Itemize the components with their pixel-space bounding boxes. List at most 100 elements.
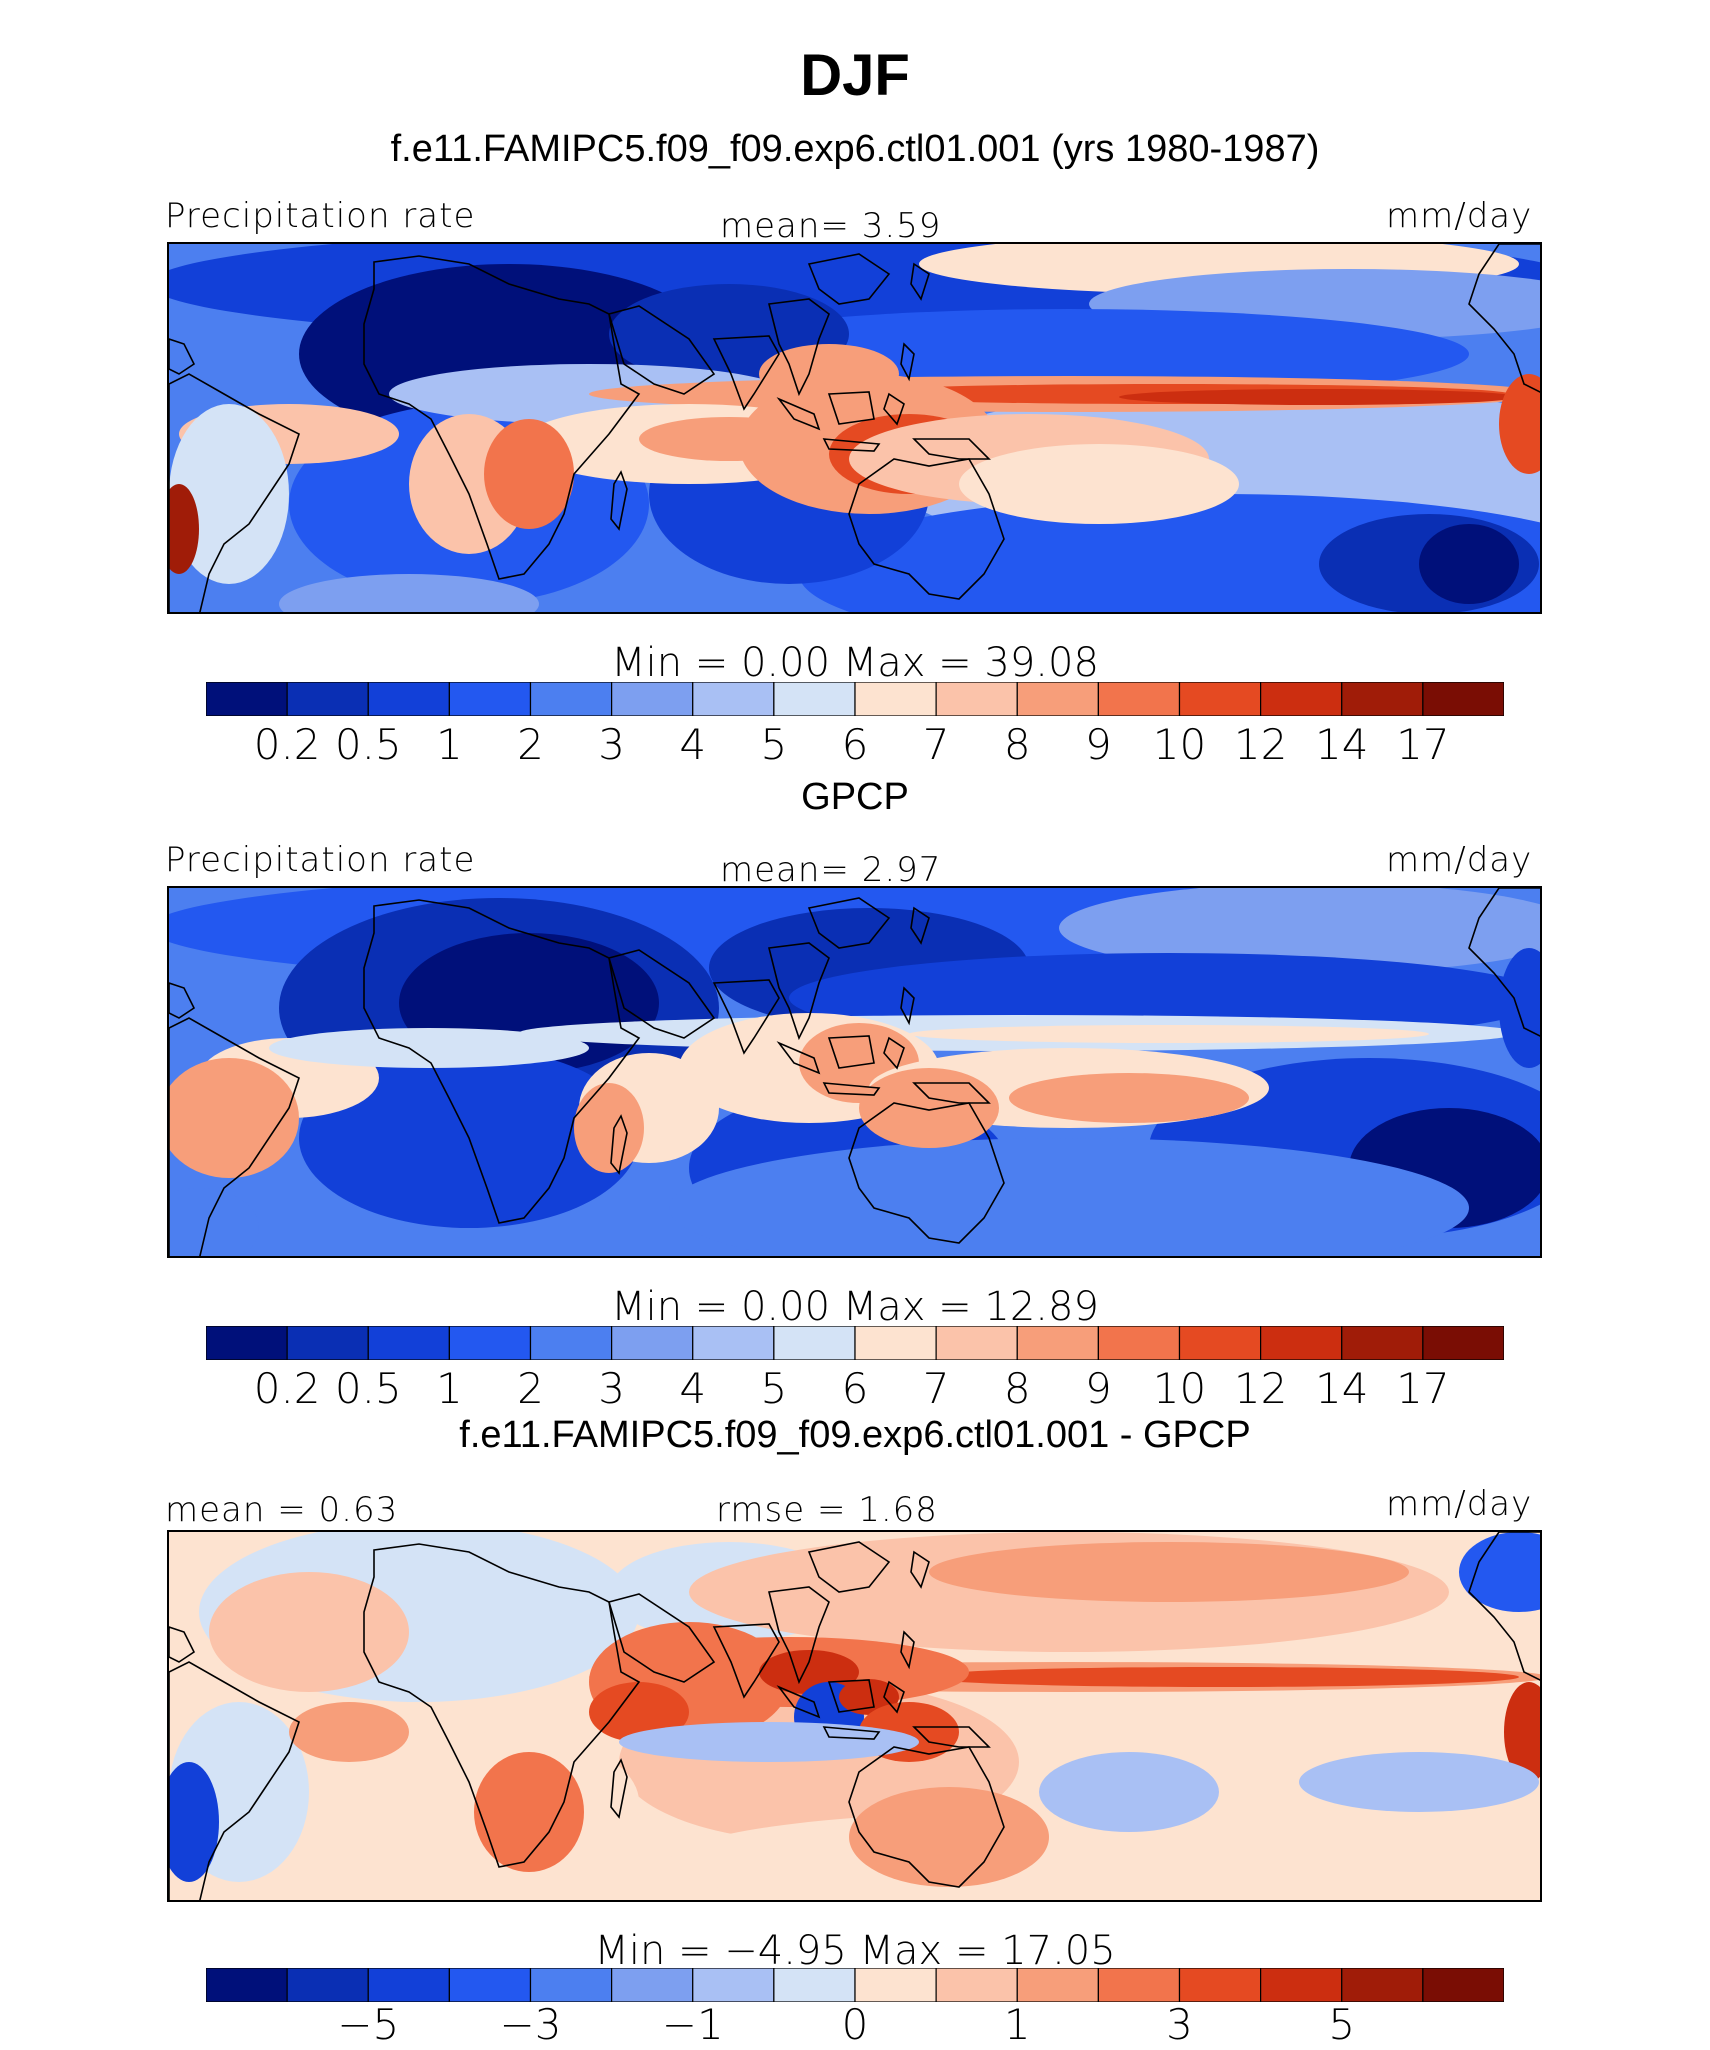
- colorbar-tick-label: 6: [841, 1364, 869, 1413]
- colorbar-tick-label: 7: [922, 1364, 950, 1413]
- coastline: [776, 397, 821, 431]
- colorbar-box-10: [935, 1326, 1018, 1360]
- colorbar-tick-label: 9: [1085, 720, 1112, 769]
- contour-region: [1459, 1532, 1540, 1612]
- coastline: [900, 1630, 915, 1670]
- colorbar-box-12: [1097, 1326, 1181, 1360]
- coastline: [912, 1726, 991, 1748]
- colorbar-box-8: [773, 682, 856, 716]
- panel-3-subtitle: f.e11.FAMIPC5.f09_f09.exp6.ctl01.001 - G…: [459, 1414, 1251, 1456]
- colorbar-tick-label: 0.2: [253, 720, 321, 769]
- colorbar-box-15: [1341, 682, 1424, 716]
- panel-2-map: [167, 886, 1542, 1258]
- panel-2-contour-field: [169, 888, 1540, 1256]
- coastline: [822, 1082, 881, 1096]
- colorbar-box-14: [1260, 682, 1343, 716]
- colorbar-box-14: [1260, 1326, 1343, 1360]
- coastline: [912, 1082, 991, 1104]
- coastline: [848, 1102, 1005, 1244]
- panel-1-colorbar-ticks: 0.2 0.5 1 2 3 4 5 6 7 8 9 10 12 14 17: [0, 720, 1710, 770]
- coastline: [169, 338, 196, 375]
- colorbar-box-13: [1178, 1968, 1262, 2002]
- colorbar-tick-label: 1: [436, 1364, 463, 1413]
- panel-1-contour-field: [169, 244, 1540, 612]
- colorbar-box-12: [1097, 1968, 1181, 2002]
- panel-1-minmax: Min = 0.00 Max = 39.08: [611, 640, 1099, 686]
- coastline: [610, 1114, 628, 1175]
- colorbar-box-9: [854, 1968, 937, 2002]
- colorbar-box-9: [854, 682, 937, 716]
- panel-1-colorbar: [206, 682, 1504, 716]
- colorbar-box-1: [206, 1968, 288, 2002]
- colorbar-box-3: [367, 1326, 450, 1360]
- coastline: [169, 373, 300, 612]
- contour-region: [859, 1068, 999, 1148]
- contour-region: [1299, 1752, 1539, 1812]
- coastline: [910, 1550, 930, 1589]
- colorbar-box-3: [367, 682, 450, 716]
- colorbar-box-13: [1178, 682, 1262, 716]
- coastline: [827, 1679, 875, 1713]
- coastline: [910, 262, 930, 301]
- colorbar-box-6: [611, 682, 694, 716]
- colorbar-box-15: [1341, 1968, 1424, 2002]
- coastline: [827, 391, 875, 425]
- contour-region: [169, 1058, 299, 1178]
- coastline: [883, 1036, 905, 1070]
- coastline: [607, 949, 716, 1039]
- colorbar-box-5: [529, 1326, 613, 1360]
- colorbar-tick-label: 3: [598, 720, 625, 769]
- panel-1-mean-label: mean= 3.59: [720, 206, 942, 246]
- colorbar-box-2: [286, 682, 369, 716]
- contour-region: [279, 574, 539, 612]
- coastline: [900, 986, 915, 1026]
- panel-2-units-label: mm/day: [1386, 840, 1533, 880]
- colorbar-tick-label: 10: [1152, 1364, 1207, 1413]
- coastline: [169, 1017, 300, 1256]
- panel-1-map: [167, 242, 1542, 614]
- colorbar-tick-label: 5: [760, 720, 788, 769]
- panel-3-map: [167, 1530, 1542, 1902]
- colorbar-box-4: [448, 682, 532, 716]
- colorbar-tick-label: 6: [841, 720, 869, 769]
- colorbar-box-5: [529, 682, 613, 716]
- coastline: [910, 906, 930, 945]
- colorbar-tick-label: 4: [679, 1364, 707, 1413]
- coastline: [712, 1623, 780, 1699]
- colorbar-tick-label: −1: [661, 2000, 724, 2049]
- contour-region: [169, 1762, 219, 1882]
- panel-3-rmse-label: rmse = 1.68: [716, 1490, 938, 1530]
- panel-2-variable-label: Precipitation rate: [165, 840, 476, 880]
- coastline: [607, 305, 716, 395]
- contour-region: [1499, 374, 1540, 474]
- colorbar-box-8: [773, 1968, 856, 2002]
- contour-region: [589, 1682, 689, 1742]
- colorbar-tick-label: 12: [1233, 1364, 1288, 1413]
- contour-region: [1039, 1752, 1219, 1832]
- contour-region: [849, 1787, 1049, 1887]
- colorbar-box-11: [1016, 682, 1099, 716]
- colorbar-box-15: [1341, 1326, 1424, 1360]
- contour-region: [1499, 948, 1540, 1068]
- coastline: [1468, 1532, 1540, 1681]
- colorbar-tick-label: 8: [1003, 1364, 1031, 1413]
- colorbar-tick-label: 17: [1396, 720, 1450, 769]
- coastline: [776, 1041, 821, 1075]
- panel-2-colorbar: [206, 1326, 1504, 1360]
- colorbar-tick-label: 10: [1152, 720, 1207, 769]
- coastline: [883, 392, 905, 426]
- coastline: [1468, 888, 1540, 1037]
- coastline: [807, 253, 891, 305]
- coastline: [768, 298, 830, 397]
- colorbar-box-14: [1260, 1968, 1343, 2002]
- contour-region: [619, 1722, 919, 1762]
- colorbar-box-9: [854, 1326, 937, 1360]
- colorbar-tick-label: 7: [922, 720, 950, 769]
- colorbar-box-4: [448, 1326, 532, 1360]
- coastline: [776, 1685, 821, 1719]
- colorbar-box-11: [1016, 1968, 1099, 2002]
- coastline: [610, 1758, 628, 1819]
- coastline: [363, 255, 641, 580]
- panel-2-minmax: Min = 0.00 Max = 12.89: [611, 1284, 1099, 1330]
- coastline: [712, 979, 780, 1055]
